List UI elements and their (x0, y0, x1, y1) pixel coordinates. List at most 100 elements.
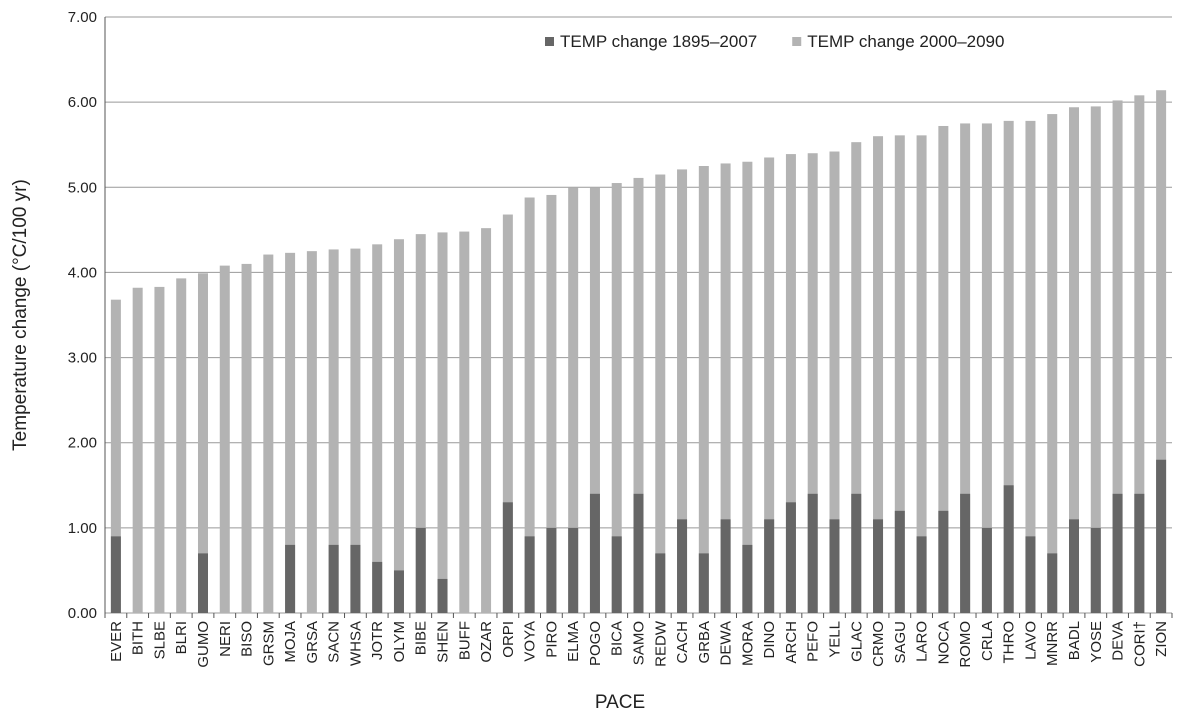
bar (589, 187, 600, 614)
bar (306, 251, 317, 613)
y-tick-label: 1.00 (68, 520, 97, 537)
bar (698, 166, 709, 613)
bar (502, 214, 513, 613)
y-axis-label: Temperature change (°C/100 yr) (10, 179, 31, 451)
x-tick-label: NOCA (935, 621, 952, 664)
bar (546, 527, 557, 613)
x-tick-label: PIRO (543, 621, 560, 658)
bar (698, 553, 709, 613)
x-tick-label: WHSA (347, 621, 364, 666)
bar (328, 249, 339, 613)
x-tick-label: BADL (1066, 621, 1083, 660)
x-tick-label: CORI† (1131, 621, 1148, 667)
bar (1156, 459, 1167, 613)
bar (110, 536, 121, 613)
x-tick-label: SAMO (631, 621, 648, 665)
bar (1047, 114, 1058, 613)
bar (1112, 493, 1123, 613)
bar (393, 239, 404, 614)
bar (219, 265, 230, 613)
bar (568, 527, 579, 613)
bar (677, 169, 688, 614)
x-tick-label: DINO (761, 621, 778, 659)
x-tick-label: SHEN (435, 621, 452, 663)
bar (415, 234, 426, 613)
x-tick-label: JOTR (369, 621, 386, 660)
bar (785, 154, 796, 613)
x-tick-label: BUFF (456, 621, 473, 660)
bar (415, 527, 426, 613)
bar (241, 263, 252, 613)
bar (1003, 120, 1014, 614)
x-tick-label: GUMO (195, 621, 212, 668)
bar (350, 544, 361, 613)
bar (873, 519, 884, 613)
bar (655, 553, 666, 613)
bar (851, 493, 862, 613)
x-tick-label: POGO (587, 621, 604, 666)
bar (960, 493, 971, 613)
bar (285, 544, 296, 613)
x-tick-label: VOYA (522, 621, 539, 662)
x-tick-label: LAVO (1022, 621, 1039, 660)
bar (328, 544, 339, 613)
bar (481, 228, 492, 613)
x-tick-label: ARCH (783, 621, 800, 664)
bar (764, 519, 775, 613)
bar (437, 578, 448, 613)
bar (938, 510, 949, 613)
bar (1090, 106, 1101, 614)
bar (938, 125, 949, 614)
bar (916, 536, 927, 613)
y-tick-label: 5.00 (68, 179, 97, 196)
y-tick-label: 4.00 (68, 264, 97, 281)
bar (720, 519, 731, 613)
y-tick-label: 3.00 (68, 350, 97, 367)
y-tick-label: 7.00 (68, 9, 97, 26)
x-tick-label: SLBE (151, 621, 168, 659)
bar (1134, 95, 1145, 614)
bar (742, 161, 753, 613)
x-tick-label: BITH (130, 621, 147, 655)
x-tick-label: ORPI (500, 621, 517, 658)
bar (1069, 519, 1080, 613)
x-tick-label: ROMO (957, 621, 974, 668)
bar (372, 244, 383, 613)
bar (894, 135, 905, 613)
x-tick-label: MNRR (1044, 621, 1061, 666)
bar (1090, 527, 1101, 613)
bar (1003, 485, 1014, 613)
bar (285, 252, 296, 614)
x-tick-label: BICA (609, 621, 626, 656)
bar (1025, 536, 1036, 613)
x-tick-label: DEWA (718, 621, 735, 665)
x-tick-label: OZAR (478, 621, 495, 663)
bar (894, 510, 905, 613)
x-tick-label: BIBE (413, 621, 430, 655)
bar (372, 561, 383, 613)
y-tick-label: 6.00 (68, 94, 97, 111)
bar (1112, 100, 1123, 613)
bar (764, 157, 775, 613)
x-tick-label: GRBA (696, 621, 713, 664)
x-tick-label: CACH (674, 621, 691, 664)
bar (110, 299, 121, 613)
x-tick-label: SAGU (892, 621, 909, 664)
bar (1025, 120, 1036, 614)
x-tick-label: YOSE (1088, 621, 1105, 663)
bar (393, 570, 404, 613)
bar (197, 553, 208, 613)
bar (459, 231, 470, 613)
bar (132, 287, 143, 613)
bar (981, 123, 992, 613)
bar (524, 197, 535, 613)
x-tick-label: THRO (1001, 621, 1018, 664)
x-tick-label: CRLA (979, 621, 996, 661)
bar (263, 254, 274, 613)
x-tick-label: MORA (739, 621, 756, 666)
x-tick-label: SACN (326, 621, 343, 663)
bar (873, 136, 884, 613)
x-axis-label: PACE (595, 692, 645, 713)
